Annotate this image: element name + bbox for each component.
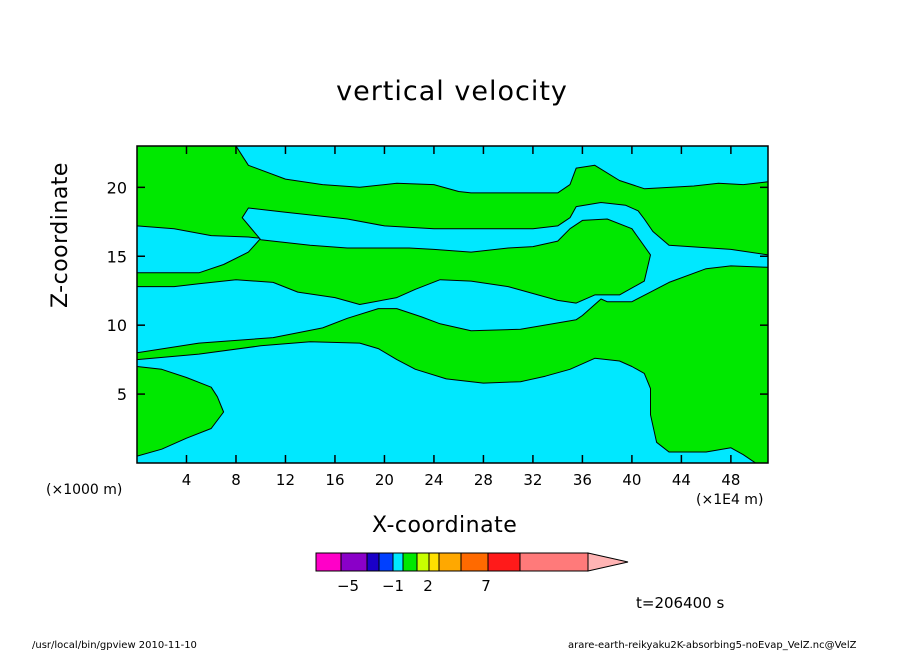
x-tick-label: 32: [523, 471, 542, 489]
x-tick-label: 24: [424, 471, 443, 489]
y-axis-label: Z-coordinate: [48, 162, 73, 308]
chart-title: vertical velocity: [336, 76, 568, 107]
colorbar-swatch: [379, 553, 393, 571]
colorbar-swatch: [341, 553, 367, 571]
y-tick-label: 15: [107, 247, 127, 266]
contour-region-cyan-3: [137, 341, 757, 463]
x-scale-label: (×1E4 m): [696, 492, 764, 508]
colorbar-swatch: [367, 553, 379, 571]
x-tick-label: 40: [622, 471, 641, 489]
colorbar-label: −1: [382, 577, 404, 595]
x-tick-label: 44: [672, 471, 691, 489]
colorbar-swatch: [429, 553, 439, 571]
x-tick-label: 12: [276, 471, 295, 489]
x-tick-label: 36: [573, 471, 592, 489]
y-tick-label: 20: [107, 178, 127, 197]
x-tick-label: 8: [231, 471, 241, 489]
colorbar-label: 7: [481, 577, 491, 595]
y-tick-label: 10: [107, 316, 127, 335]
colorbar-swatch: [403, 553, 417, 571]
contour-region-cyan-1: [235, 146, 768, 194]
colorbar-swatch: [488, 553, 520, 571]
colorbar-label: −5: [337, 577, 359, 595]
colorbar-swatch: [520, 553, 588, 571]
x-tick-label: 48: [721, 471, 740, 489]
colorbar-swatch: [461, 553, 488, 571]
contour-region-cyan-2: [137, 202, 768, 354]
time-label: t=206400 s: [636, 594, 725, 612]
x-axis-label: X-coordinate: [372, 513, 518, 538]
colorbar-swatch: [316, 553, 341, 571]
colorbar-label: 2: [423, 577, 433, 595]
contour-region-cyan-0: [137, 225, 262, 274]
colorbar-swatch: [439, 553, 461, 571]
colorbar-swatch: [417, 553, 429, 571]
x-unit-label: (×1000 m): [46, 482, 123, 498]
x-tick-label: 28: [474, 471, 493, 489]
colorbar-legend: −5 −1 2 7: [315, 552, 629, 595]
x-tick-label: 4: [182, 471, 192, 489]
plot-frame: [136, 145, 769, 464]
colorbar-swatch: [393, 553, 403, 571]
y-tick-label: 5: [117, 385, 127, 404]
x-tick-label: 20: [375, 471, 394, 489]
x-tick-label: 16: [325, 471, 344, 489]
colorbar-arrow: [587, 552, 629, 572]
footer-program-date: /usr/local/bin/gpview 2010-11-10: [32, 640, 197, 651]
footer-source-file: arare-earth-reikyaku2K-absorbing5-noEvap…: [568, 640, 857, 651]
